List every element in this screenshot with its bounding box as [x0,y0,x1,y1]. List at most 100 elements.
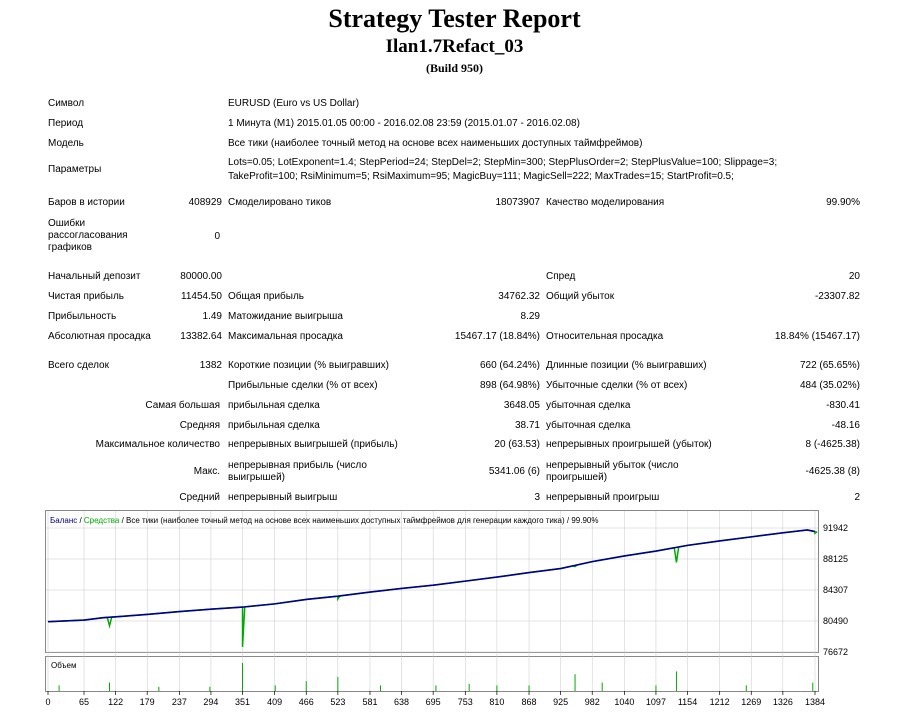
max-label: Макс. [193,466,220,477]
x-tick-label: 1212 [710,697,730,707]
x-tick-label: 638 [394,697,409,707]
balance-chart: Баланс / Средства / Все тики (наиболее т… [45,510,848,707]
x-tick-label: 581 [362,697,377,707]
x-tick-label: 466 [299,697,314,707]
ea-name: Ilan1.7Refact_03 [385,36,524,57]
abs-drawdown-label: Абсолютная просадка [48,331,151,342]
x-tick-label: 1040 [614,697,634,707]
gross-loss-value: -23307.82 [814,291,860,302]
payoff-value: 8.29 [520,311,540,322]
long-positions-label: Длинные позиции (% выигравших) [546,360,707,371]
short-positions-value: 660 (64.24%) [479,360,540,371]
params-label: Параметры [48,164,102,175]
max-drawdown-label: Максимальная просадка [228,331,343,342]
x-tick-label: 810 [489,697,504,707]
y-tick-label: 76672 [823,647,848,657]
x-tick-label: 868 [522,697,537,707]
average-loss-label: убыточная сделка [546,420,631,431]
chart-legend: Баланс / Средства / Все тики (наиболее т… [50,516,598,525]
payoff-label: Матожидание выигрыша [228,311,343,322]
y-tick-label: 91942 [823,523,848,533]
x-tick-label: 237 [172,697,187,707]
x-tick-label: 982 [585,697,600,707]
total-trades-value: 1382 [199,360,222,371]
model-value: Все тики (наиболее точный метод на основ… [228,138,643,149]
loss-trades-label: Убыточные сделки (% от всех) [546,380,688,391]
max-consecutive-wins-label: непрерывных выигрышей (прибыль) [228,439,398,450]
x-tick-label: 294 [203,697,218,707]
x-tick-label: 122 [108,697,123,707]
total-trades-label: Всего сделок [48,360,109,371]
largest-profit-value: 3648.05 [503,400,540,411]
report-title: Strategy Tester Report [328,4,581,33]
quality-label: Качество моделирования [546,197,665,208]
params-line-1: Lots=0.05; LotExponent=1.4; StepPeriod=2… [228,157,778,168]
symbol-value: EURUSD (Euro vs US Dollar) [228,98,360,109]
spread-value: 20 [848,271,860,282]
profit-trades-label: Прибыльные сделки (% от всех) [228,380,378,391]
max-consecutive-losses-value: 8 (-4625.38) [805,439,860,450]
net-profit-label: Чистая прибыль [48,291,124,302]
avg-consecutive-losses-label: непрерывный проигрыш [546,492,660,503]
deposit-label: Начальный депозит [48,271,141,282]
max-consecutive-profit-label: непрерывная прибыль (число выигрышей) [228,460,367,483]
x-tick-label: 1097 [646,697,666,707]
max-drawdown-value: 15467.17 (18.84%) [454,331,540,342]
avg-label: Средний [179,492,220,503]
max-consecutive-wins-value: 20 (63.53) [494,439,540,450]
x-tick-label: 523 [330,697,345,707]
bars-value: 408929 [188,197,222,208]
x-tick-label: 409 [267,697,282,707]
short-positions-label: Короткие позиции (% выигравших) [228,360,389,371]
largest-profit-label: прибыльная сделка [228,400,320,411]
y-tick-label: 88125 [823,554,848,564]
y-tick-label: 84307 [823,585,848,595]
rel-drawdown-label: Относительная просадка [546,331,664,342]
x-tick-label: 753 [458,697,473,707]
max-consecutive-loss-value: -4625.38 (8) [805,466,860,477]
gross-profit-label: Общая прибыль [228,291,305,302]
profit-trades-value: 898 (64.98%) [479,380,540,391]
volume-frame [45,656,819,692]
y-tick-label: 80490 [823,616,848,626]
gross-profit-value: 34762.32 [498,291,540,302]
largest-loss-value: -830.41 [826,400,860,411]
long-positions-value: 722 (65.65%) [799,360,860,371]
max-consecutive-losses-label: непрерывных проигрышей (убыток) [546,439,712,450]
avg-consecutive-losses-value: 2 [854,492,860,503]
max-consecutive-loss-label: непрерывный убыток (число проигрышей) [546,460,679,483]
rel-drawdown-value: 18.84% (15467.17) [774,331,860,342]
avg-consecutive-wins-label: непрерывный выигрыш [228,492,338,503]
spread-label: Спред [546,271,576,282]
errors-value: 0 [214,231,220,242]
x-tick-label: 925 [553,697,568,707]
errors-label: Ошибки рассогласования графиков [48,218,128,253]
volume-label: Объем [51,661,77,670]
average-profit-label: прибыльная сделка [228,420,320,431]
build-label: (Build 950) [425,61,483,75]
x-tick-label: 1384 [805,697,825,707]
largest-label: Самая большая [145,400,220,411]
x-tick-label: 1269 [741,697,761,707]
ticks-label: Смоделировано тиков [228,197,332,208]
params-line-2: TakeProfit=100; RsiMinimum=5; RsiMaximum… [228,171,734,182]
profit-factor-value: 1.49 [202,311,222,322]
x-tick-label: 65 [79,697,89,707]
loss-trades-value: 484 (35.02%) [799,380,860,391]
net-profit-value: 11454.50 [181,291,222,302]
x-tick-label: 695 [426,697,441,707]
gross-loss-label: Общий убыток [546,291,615,302]
average-profit-value: 38.71 [514,420,540,431]
average-label: Средняя [179,420,220,431]
x-tick-label: 351 [235,697,250,707]
balance-line [47,529,816,623]
x-tick-label: 1326 [773,697,793,707]
bars-label: Баров в истории [48,197,125,208]
period-value: 1 Минута (M1) 2015.01.05 00:00 - 2016.02… [228,118,580,129]
avg-consecutive-wins-value: 3 [534,492,540,503]
period-label: Период [48,118,84,129]
ticks-value: 18073907 [495,197,541,208]
quality-value: 99.90% [826,197,860,208]
max-consecutive-profit-value: 5341.06 (6) [488,466,540,477]
average-loss-value: -48.16 [831,420,860,431]
